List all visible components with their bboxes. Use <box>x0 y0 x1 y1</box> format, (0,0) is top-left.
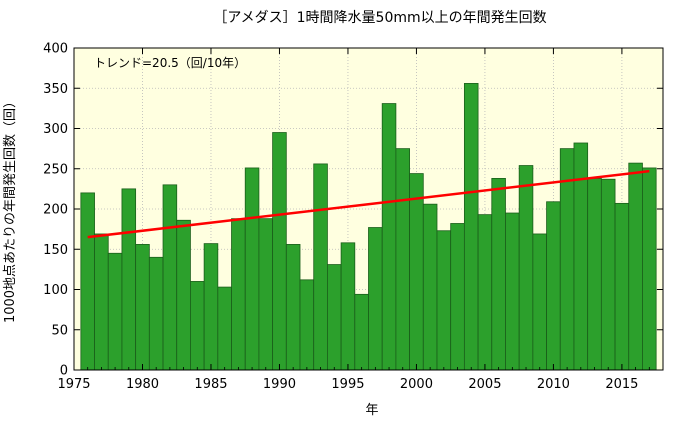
x-tick-label: 1990 <box>263 377 296 392</box>
bar-2015 <box>614 202 630 371</box>
bar-1979 <box>121 188 137 371</box>
bar-1977 <box>94 233 109 371</box>
bar-2001 <box>422 203 438 371</box>
bar-1985 <box>203 243 219 371</box>
bar-1986 <box>217 286 232 371</box>
y-tick-label: 250 <box>43 162 68 177</box>
y-tick-label: 100 <box>43 283 68 298</box>
plot-area: 0 50 100 150 200 250 300 350 400 1975 1980 1985 1990… <box>43 42 664 392</box>
bar-1999 <box>395 148 410 371</box>
bar-1982 <box>162 184 178 371</box>
bar-1980 <box>135 244 150 371</box>
bar-2017 <box>642 167 657 371</box>
y-axis-label: 1000地点あたりの年間発生回数（回） <box>3 95 18 323</box>
y-tick-label: 300 <box>43 122 68 137</box>
y-tick-label: 400 <box>43 42 68 57</box>
bar-1976 <box>80 192 95 371</box>
y-tick-label: 50 <box>51 323 68 338</box>
bar-1987 <box>231 218 246 371</box>
bar-1978 <box>107 252 123 371</box>
x-tick-label: 2010 <box>537 377 570 392</box>
bar-1998 <box>381 103 397 371</box>
bar-1996 <box>354 293 369 371</box>
trend-annotation: トレンド=20.5（回/10年） <box>94 56 246 70</box>
x-tick-label: 1985 <box>194 377 227 392</box>
bar-2000 <box>409 173 424 371</box>
bar-2010 <box>546 201 561 371</box>
bar-1994 <box>327 264 342 371</box>
bar-2012 <box>573 142 589 371</box>
bar-1983 <box>176 219 191 371</box>
bar-1988 <box>244 167 260 371</box>
bar-1992 <box>299 279 315 371</box>
bar-2002 <box>436 230 452 371</box>
bar-1995 <box>340 242 356 371</box>
x-tick-label: 2005 <box>468 377 501 392</box>
y-tick-label: 350 <box>43 82 68 97</box>
chart-title: ［アメダス］1時間降水量50mm以上の年間発生回数 <box>213 10 546 26</box>
bar-2003 <box>450 223 465 371</box>
x-tick-label: 1995 <box>331 377 364 392</box>
bar-2005 <box>477 214 493 371</box>
bar-1984 <box>190 281 205 371</box>
x-axis-label: 年 <box>365 403 378 418</box>
trend-line <box>87 169 650 239</box>
bar-2008 <box>518 165 534 371</box>
bar-1997 <box>368 227 383 371</box>
bar-2007 <box>505 212 520 371</box>
x-tick-label: 1975 <box>57 377 90 392</box>
x-tick-label: 1980 <box>126 377 159 392</box>
x-tick-label: 2000 <box>400 377 433 392</box>
y-tick-label: 0 <box>60 364 68 379</box>
bar-1990 <box>272 132 287 371</box>
bar-2016 <box>628 162 643 371</box>
x-tick-label: 2015 <box>605 377 638 392</box>
bar-2009 <box>532 233 547 371</box>
y-tick-label: 200 <box>43 203 68 218</box>
bar-2004 <box>463 83 479 371</box>
bar-1993 <box>313 163 328 371</box>
bar-2006 <box>491 178 506 371</box>
bar-1989 <box>258 218 274 371</box>
bar-2013 <box>587 178 602 371</box>
bar-2014 <box>600 178 616 371</box>
bar-1991 <box>285 244 301 371</box>
bar-1981 <box>148 256 164 371</box>
y-tick-label: 150 <box>43 243 68 258</box>
